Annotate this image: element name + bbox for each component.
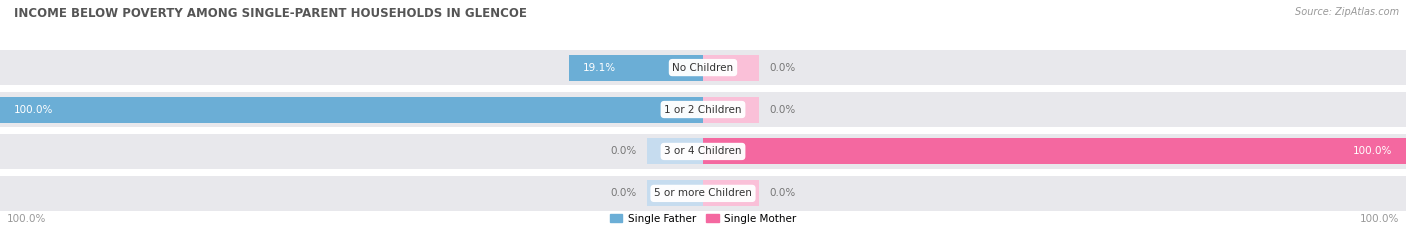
Bar [703,50,1406,85]
Text: 0.0%: 0.0% [770,188,796,198]
Text: 19.1%: 19.1% [583,63,616,72]
Bar [0,50,703,85]
Text: 100.0%: 100.0% [1360,214,1399,224]
Text: INCOME BELOW POVERTY AMONG SINGLE-PARENT HOUSEHOLDS IN GLENCOE: INCOME BELOW POVERTY AMONG SINGLE-PARENT… [14,7,527,20]
Text: 100.0%: 100.0% [14,105,53,114]
Text: 0.0%: 0.0% [770,63,796,72]
Text: 5 or more Children: 5 or more Children [654,188,752,198]
Text: No Children: No Children [672,63,734,72]
Bar [703,138,1406,164]
Legend: Single Father, Single Mother: Single Father, Single Mother [606,209,800,228]
Bar [0,92,703,127]
Bar [647,180,703,206]
Bar [703,55,759,81]
Bar [703,180,759,206]
Bar [647,138,703,164]
Text: Source: ZipAtlas.com: Source: ZipAtlas.com [1295,7,1399,17]
Bar [703,96,759,123]
Bar [703,176,1406,211]
Text: 0.0%: 0.0% [610,147,637,156]
Text: 1 or 2 Children: 1 or 2 Children [664,105,742,114]
Bar [703,92,1406,127]
Text: 100.0%: 100.0% [7,214,46,224]
Text: 100.0%: 100.0% [1353,147,1392,156]
Text: 3 or 4 Children: 3 or 4 Children [664,147,742,156]
Bar [0,96,703,123]
Text: 0.0%: 0.0% [610,188,637,198]
Bar [0,176,703,211]
Bar [568,55,703,81]
Bar [703,134,1406,169]
Bar [0,134,703,169]
Text: 0.0%: 0.0% [770,105,796,114]
